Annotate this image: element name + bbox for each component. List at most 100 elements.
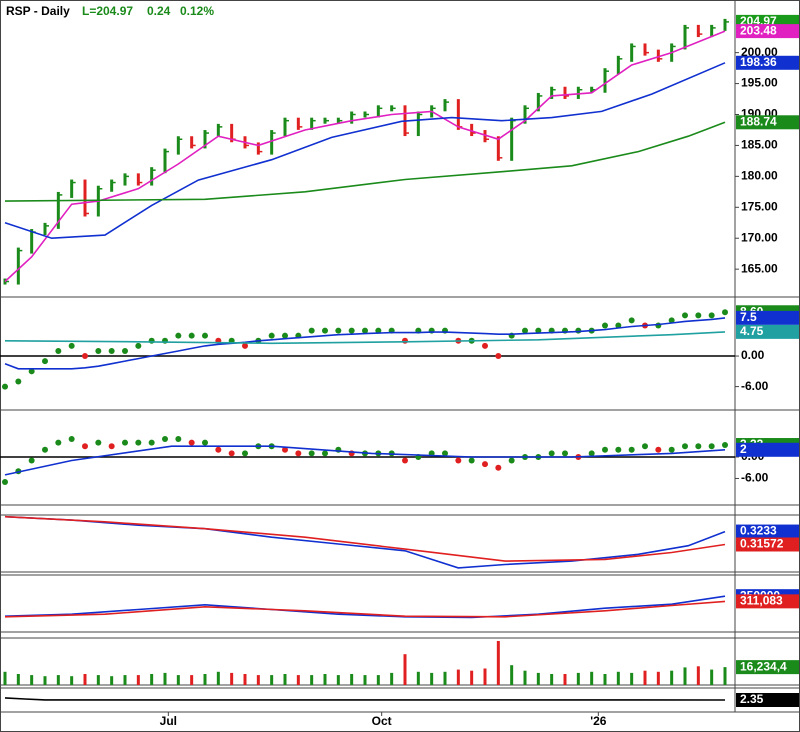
last-value-box bbox=[736, 310, 799, 325]
last-value-box bbox=[736, 24, 799, 39]
price-bar bbox=[496, 136, 500, 161]
volume-bar bbox=[403, 654, 407, 685]
volume-bar bbox=[696, 666, 700, 685]
indicator-dot bbox=[122, 347, 128, 354]
indicator-dot bbox=[495, 464, 502, 471]
series-line bbox=[4, 515, 726, 569]
indicator-dot bbox=[162, 436, 168, 443]
indicator-dot bbox=[2, 479, 8, 486]
indicator-dot bbox=[42, 358, 48, 365]
volume-bar bbox=[83, 673, 87, 685]
indicator-dot bbox=[642, 443, 648, 450]
price-bar bbox=[536, 92, 540, 112]
symbol: RSP - Daily bbox=[6, 4, 70, 18]
price-bar bbox=[563, 86, 567, 99]
volume-bar bbox=[576, 672, 580, 685]
price-bar bbox=[376, 105, 380, 118]
indicator-dot bbox=[215, 446, 222, 453]
volume-bar bbox=[3, 671, 7, 685]
indicator-dot bbox=[282, 332, 288, 339]
indicator-dot bbox=[482, 461, 488, 468]
indicator-dot bbox=[188, 332, 195, 339]
last-value-label: 16,234,4 bbox=[740, 659, 787, 673]
change: 0.24 bbox=[147, 4, 171, 18]
indicator-dot bbox=[55, 439, 62, 446]
last-value-box bbox=[736, 115, 799, 130]
indicator-dot bbox=[242, 450, 248, 457]
indicator-dot bbox=[202, 332, 208, 339]
indicator-dot bbox=[522, 327, 528, 334]
last-value-label: 203.48 bbox=[740, 23, 777, 37]
series-line bbox=[4, 331, 726, 345]
volume-bar bbox=[323, 673, 327, 685]
last-price: L=204.97 bbox=[82, 4, 133, 18]
price-bar bbox=[16, 247, 20, 285]
series-line bbox=[4, 62, 726, 240]
price-bar bbox=[683, 24, 687, 50]
last-value-label: 198.36 bbox=[740, 55, 777, 69]
y-tick-label: 0.00 bbox=[741, 348, 765, 362]
price-bar bbox=[710, 24, 714, 38]
indicator-dot bbox=[602, 446, 608, 453]
volume-bar bbox=[256, 675, 260, 685]
indicator-dot bbox=[188, 439, 195, 446]
volume-bar bbox=[16, 673, 20, 685]
indicator-dot bbox=[322, 450, 328, 457]
volume-bar bbox=[30, 675, 34, 685]
indicator-dot bbox=[108, 347, 115, 354]
volume-bar bbox=[470, 670, 474, 685]
price-bar bbox=[616, 55, 620, 75]
volume-bar bbox=[723, 667, 727, 685]
price-bar bbox=[523, 105, 527, 124]
indicator-dot bbox=[655, 446, 662, 453]
volume-bar bbox=[390, 672, 394, 685]
indicator-dot bbox=[575, 327, 582, 334]
volume-bar bbox=[643, 670, 647, 685]
price-bar bbox=[456, 99, 460, 130]
series-line bbox=[4, 30, 726, 283]
price-bar bbox=[270, 130, 274, 155]
volume-bar bbox=[216, 671, 220, 685]
indicator-dot bbox=[322, 327, 328, 334]
volume-bar bbox=[270, 675, 274, 685]
last-value-label: 188.74 bbox=[740, 114, 777, 128]
volume-bar bbox=[536, 672, 540, 685]
series-line bbox=[4, 600, 726, 618]
indicator-dot bbox=[175, 436, 182, 443]
indicator-dot bbox=[548, 450, 555, 457]
indicator-dot bbox=[28, 457, 35, 464]
last-value-label: 4.75 bbox=[740, 324, 764, 338]
volume-bar bbox=[70, 676, 74, 685]
price-bar bbox=[723, 18, 727, 31]
indicator-dot bbox=[375, 327, 382, 334]
indicator-dot bbox=[628, 317, 635, 324]
volume-bar bbox=[510, 665, 514, 685]
indicator-dot bbox=[402, 337, 408, 344]
price-bar bbox=[630, 43, 634, 62]
price-bar bbox=[176, 136, 180, 155]
price-bar bbox=[216, 123, 220, 137]
volume-bar bbox=[443, 671, 447, 685]
volume-bar bbox=[550, 673, 554, 685]
series-line bbox=[4, 595, 726, 619]
indicator-dot bbox=[335, 327, 342, 334]
volume-bar bbox=[176, 675, 180, 685]
volume-bar bbox=[230, 672, 234, 685]
last-value-box bbox=[736, 693, 799, 707]
price-bar bbox=[470, 123, 474, 137]
indicator-dot bbox=[148, 337, 155, 344]
indicator-dot bbox=[268, 332, 275, 339]
indicator-dot bbox=[615, 446, 622, 453]
volume-bar bbox=[523, 670, 527, 685]
volume-bar bbox=[656, 671, 660, 685]
price-bar bbox=[443, 99, 447, 112]
volume-bar bbox=[336, 675, 340, 685]
y-tick-label: -6.00 bbox=[741, 471, 769, 485]
indicator-dot bbox=[68, 342, 75, 349]
last-value-label: 311,083 bbox=[740, 594, 783, 608]
indicator-dot bbox=[668, 317, 675, 324]
indicator-dot bbox=[348, 327, 355, 334]
indicator-dot bbox=[495, 353, 502, 360]
change-percent: 0.12% bbox=[180, 4, 214, 18]
